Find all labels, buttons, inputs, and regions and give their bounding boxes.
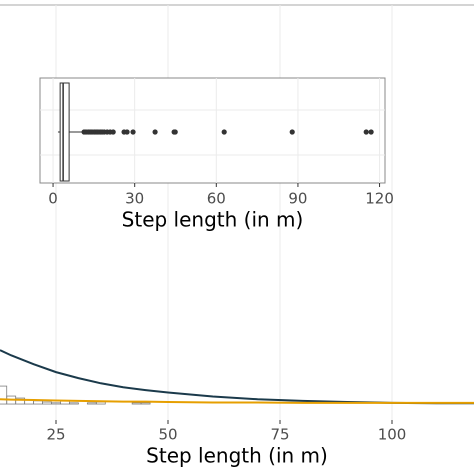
x-tick-label: 50 bbox=[158, 426, 177, 444]
outlier bbox=[172, 129, 178, 135]
main-axis: 25 50 75 100 Step length (in m) bbox=[46, 420, 406, 468]
outlier bbox=[110, 129, 116, 135]
histogram-bar bbox=[42, 401, 52, 405]
x-tick-label: 90 bbox=[288, 190, 307, 208]
x-tick-label: 30 bbox=[125, 190, 144, 208]
histogram-bar bbox=[0, 385, 8, 405]
outlier bbox=[152, 129, 158, 135]
x-tick-label: 120 bbox=[365, 190, 394, 208]
x-axis-label: Step length (in m) bbox=[146, 444, 328, 468]
histogram-bar bbox=[33, 400, 43, 405]
x-tick-label: 75 bbox=[270, 426, 289, 444]
x-tick-label: 100 bbox=[378, 426, 407, 444]
density-curve bbox=[0, 398, 474, 404]
x-tick-label: 60 bbox=[207, 190, 226, 208]
outlier bbox=[363, 129, 369, 135]
x-tick-label: 25 bbox=[46, 426, 65, 444]
histogram-bar bbox=[140, 402, 151, 405]
outlier bbox=[124, 129, 130, 135]
x-axis-label: Step length (in m) bbox=[122, 208, 304, 232]
histogram-bar bbox=[95, 401, 106, 405]
histogram-bar bbox=[131, 402, 142, 405]
main-plot bbox=[0, 5, 474, 420]
box bbox=[59, 82, 70, 182]
x-tick-label: 0 bbox=[48, 190, 58, 208]
outlier bbox=[368, 129, 374, 135]
histogram-bar bbox=[69, 402, 79, 405]
histogram-bar bbox=[86, 402, 97, 405]
outlier bbox=[221, 129, 227, 135]
outlier bbox=[289, 129, 295, 135]
density-curve bbox=[0, 349, 474, 405]
outlier bbox=[130, 129, 136, 135]
inset-plot: 0 30 60 90 120 Step length (in m) bbox=[40, 78, 394, 232]
